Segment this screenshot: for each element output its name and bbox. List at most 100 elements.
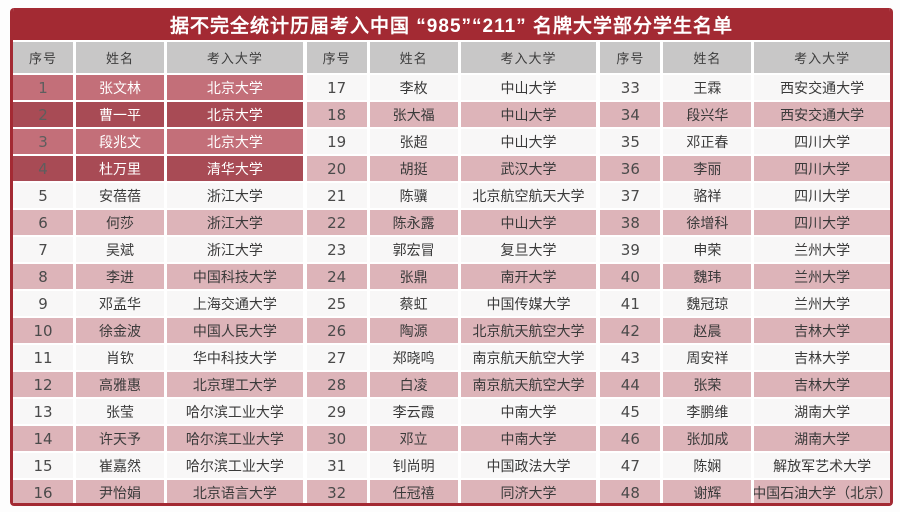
- name-cell: 肖钦: [76, 345, 164, 370]
- name-cell: 崔嘉然: [76, 453, 164, 478]
- serial-cell: 23: [306, 237, 367, 262]
- serial-cell: 42: [600, 318, 661, 343]
- name-cell: 尹怡娟: [76, 480, 164, 503]
- university-cell: 中南大学: [460, 426, 597, 451]
- university-cell: 北京大学: [167, 75, 303, 100]
- name-cell: 李丽: [663, 156, 752, 181]
- serial-cell: 1: [13, 75, 73, 100]
- serial-cell: 24: [306, 264, 367, 289]
- university-cell: 哈尔滨工业大学: [167, 399, 303, 424]
- university-cell: 中国人民大学: [167, 318, 303, 343]
- university-cell: 四川大学: [754, 210, 890, 235]
- serial-cell: 12: [13, 372, 73, 397]
- name-cell: 李进: [76, 264, 164, 289]
- serial-cell: 46: [600, 426, 661, 451]
- university-cell: 中国石油大学（北京）: [754, 480, 890, 503]
- name-cell: 白凌: [369, 372, 458, 397]
- column-header-no: 序号: [306, 42, 367, 73]
- name-cell: 赵晨: [663, 318, 752, 343]
- serial-cell: 40: [600, 264, 661, 289]
- name-cell: 吴斌: [76, 237, 164, 262]
- name-cell: 胡挺: [369, 156, 458, 181]
- serial-cell: 10: [13, 318, 73, 343]
- name-cell: 张鼎: [369, 264, 458, 289]
- column-header-no: 序号: [600, 42, 661, 73]
- university-cell: 吉林大学: [754, 318, 890, 343]
- name-cell: 段兴华: [663, 102, 752, 127]
- university-cell: 北京理工大学: [167, 372, 303, 397]
- table-group-2: 序号 姓名 考入大学 17 李枚 中山大学 18 张大福 中山大学 19 张超 中山大学 20 胡挺 武汉大…: [306, 42, 597, 503]
- university-cell: 四川大学: [754, 129, 890, 154]
- name-cell: 安蓓蓓: [76, 183, 164, 208]
- university-cell: 吉林大学: [754, 372, 890, 397]
- serial-cell: 14: [13, 426, 73, 451]
- serial-cell: 44: [600, 372, 661, 397]
- serial-cell: 16: [13, 480, 73, 503]
- serial-cell: 3: [13, 129, 73, 154]
- university-cell: 吉林大学: [754, 345, 890, 370]
- name-cell: 张加成: [663, 426, 752, 451]
- name-cell: 张荣: [663, 372, 752, 397]
- university-cell: 中山大学: [460, 210, 597, 235]
- serial-cell: 9: [13, 291, 73, 316]
- serial-cell: 17: [306, 75, 367, 100]
- name-cell: 申荣: [663, 237, 752, 262]
- university-cell: 中山大学: [460, 129, 597, 154]
- name-cell: 周安祥: [663, 345, 752, 370]
- serial-cell: 21: [306, 183, 367, 208]
- university-cell: 中国科技大学: [167, 264, 303, 289]
- table-group-3: 序号 姓名 考入大学 33 王霖 西安交通大学 34 段兴华 西安交通大学 35 邓正春 四川大学 36…: [600, 42, 890, 503]
- name-cell: 李鹏维: [663, 399, 752, 424]
- name-cell: 张超: [369, 129, 458, 154]
- university-cell: 南开大学: [460, 264, 597, 289]
- column-header-name: 姓名: [76, 42, 164, 73]
- serial-cell: 39: [600, 237, 661, 262]
- serial-cell: 7: [13, 237, 73, 262]
- university-cell: 四川大学: [754, 156, 890, 181]
- name-cell: 何莎: [76, 210, 164, 235]
- name-cell: 魏冠琼: [663, 291, 752, 316]
- serial-cell: 26: [306, 318, 367, 343]
- serial-cell: 38: [600, 210, 661, 235]
- serial-cell: 20: [306, 156, 367, 181]
- name-cell: 徐增科: [663, 210, 752, 235]
- serial-cell: 36: [600, 156, 661, 181]
- name-cell: 李云霞: [369, 399, 458, 424]
- university-cell: 浙江大学: [167, 210, 303, 235]
- name-cell: 谢辉: [663, 480, 752, 503]
- university-cell: 哈尔滨工业大学: [167, 426, 303, 451]
- university-cell: 中国政法大学: [460, 453, 597, 478]
- university-cell: 南京航天航空大学: [460, 345, 597, 370]
- university-cell: 中山大学: [460, 75, 597, 100]
- name-cell: 张大福: [369, 102, 458, 127]
- name-cell: 陈娴: [663, 453, 752, 478]
- university-cell: 中南大学: [460, 399, 597, 424]
- column-header-no: 序号: [13, 42, 73, 73]
- table-group-1: 序号 姓名 考入大学 1 张文林 北京大学 2 曹一平 北京大学 3 段兆文 北京大学 4 杜万里 清华大学…: [13, 42, 303, 503]
- serial-cell: 5: [13, 183, 73, 208]
- serial-cell: 8: [13, 264, 73, 289]
- university-cell: 哈尔滨工业大学: [167, 453, 303, 478]
- name-cell: 邓正春: [663, 129, 752, 154]
- name-cell: 曹一平: [76, 102, 164, 127]
- column-header-name: 姓名: [369, 42, 458, 73]
- student-list-board: 据不完全统计历届考入中国 “985”“211” 名牌大学部分学生名单 序号 姓名考…: [10, 8, 893, 506]
- serial-cell: 30: [306, 426, 367, 451]
- serial-cell: 29: [306, 399, 367, 424]
- serial-cell: 2: [13, 102, 73, 127]
- university-cell: 中山大学: [460, 102, 597, 127]
- serial-cell: 43: [600, 345, 661, 370]
- university-cell: 华中科技大学: [167, 345, 303, 370]
- serial-cell: 4: [13, 156, 73, 181]
- university-cell: 湖南大学: [754, 426, 890, 451]
- name-cell: 任冠禧: [369, 480, 458, 503]
- serial-cell: 6: [13, 210, 73, 235]
- name-cell: 王霖: [663, 75, 752, 100]
- table-title-text: 据不完全统计历届考入中国 “985”“211” 名牌大学部分学生名单: [170, 15, 733, 37]
- university-cell: 北京语言大学: [167, 480, 303, 503]
- serial-cell: 31: [306, 453, 367, 478]
- name-cell: 陈永露: [369, 210, 458, 235]
- university-cell: 同济大学: [460, 480, 597, 503]
- name-cell: 高雅惠: [76, 372, 164, 397]
